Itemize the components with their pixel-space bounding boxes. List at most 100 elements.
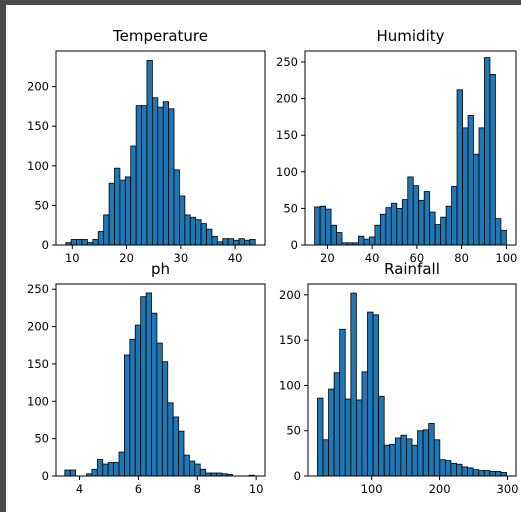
humidity-bar [325,208,332,246]
rainfall-xtick-label: 200 [429,482,451,496]
ph-bar [156,342,163,477]
temperature-bar [189,216,197,246]
ph-ytick-label: 250 [27,282,49,296]
rainfall-bar [461,466,469,477]
humidity-xtick-label: 40 [365,251,380,265]
temperature-bar [233,239,240,246]
ph-bar [189,460,196,477]
ph-axes-frame [55,283,266,477]
rainfall-bar [483,470,491,477]
humidity-bar [396,207,403,246]
rainfall-xtick-label: 100 [361,482,383,496]
temperature-bar [238,238,245,246]
humidity-bar [379,213,387,246]
window-frame-left [0,0,6,512]
window-frame-top [0,0,521,5]
temperature-bar [151,97,159,246]
ph-title: ph [151,260,170,278]
ph-bar [199,468,207,477]
rainfall-bar [489,471,496,477]
rainfall-bar [389,443,396,477]
temperature-ytick-label: 100 [27,159,49,173]
rainfall-bar [422,429,430,477]
rainfall-bar [317,397,324,477]
temperature-bar [195,219,202,246]
humidity-bar [412,185,420,246]
ph-bar [151,312,158,477]
humidity-bar [374,224,381,246]
ph-bar [102,463,109,477]
humidity-ytick-label: 0 [291,238,298,252]
temperature-histogram: 0 50 100 150 200 10 20 30 40 Temperature [27,27,266,265]
temperature-bar [119,179,126,246]
rainfall-bar [355,399,363,477]
ph-bar [194,463,201,477]
temperature-bar [92,239,99,246]
rainfall-bar [328,388,335,477]
ph-xtick-label: 6 [135,482,142,496]
ph-bar [134,324,142,477]
ph-bar [124,354,131,477]
ph-xtick-label: 10 [249,482,264,496]
rainfall-bar [322,439,329,477]
rainfall-bar [383,444,391,477]
temperature-ytick-label: 150 [27,119,49,133]
humidity-bar [495,218,502,246]
temperature-bar [162,101,170,246]
humidity-bar [467,115,474,246]
temperature-ytick-label: 0 [42,238,49,252]
temperature-bar [103,214,110,246]
temperature-bar [130,145,137,246]
temperature-bar [227,238,234,246]
temperature-bar [135,105,142,246]
temperature-bar [70,239,77,246]
humidity-ytick-label: 200 [276,92,298,106]
temperature-xtick-label: 40 [228,251,243,265]
rainfall-bar [339,328,346,477]
rainfall-ytick-label: 0 [294,469,301,483]
humidity-bar [390,202,398,246]
temperature-ytick-label: 200 [27,80,49,94]
ph-bar [69,469,77,477]
ph-ytick-label: 150 [27,357,49,371]
humidity-bar [445,205,452,246]
humidity-bar [462,127,469,246]
rainfall-bar [350,292,357,477]
temperature-bar [97,231,105,246]
rainfall-bar [433,439,441,477]
temperature-bar [249,239,256,246]
ph-bar [145,292,152,477]
rainfall-bar [406,438,413,477]
temperature-bar [168,108,175,246]
temperature-bar [173,169,180,246]
rainfall-bar [444,460,452,477]
humidity-xtick-label: 60 [410,251,425,265]
temperature-bar [157,106,164,246]
ph-bar [129,338,136,477]
temperature-xtick-label: 10 [65,251,80,265]
rainfall-bar [495,471,502,477]
humidity-ytick-label: 150 [276,128,298,142]
humidity-bar [401,199,409,246]
humidity-axes-frame [304,50,517,246]
ph-ytick-label: 50 [34,432,49,446]
temperature-bar [211,235,218,246]
humidity-ytick-label: 250 [276,55,298,69]
temperature-axes-frame [55,50,266,246]
temperature-bar [243,239,251,246]
humidity-bar [330,224,337,246]
humidity-bar [363,238,370,246]
humidity-bar [451,186,458,246]
ph-bar [172,416,179,477]
humidity-bar [489,74,496,246]
ph-bar [140,296,147,477]
temperature-xtick-label: 30 [174,251,189,265]
humidity-histogram: 0 50 100 150 200 250 20 40 60 80 100 Humidity [276,27,517,265]
humidity-bar [440,216,447,246]
rainfall-bar [361,371,368,477]
humidity-bar [385,207,392,246]
humidity-bar [369,236,376,246]
ph-ytick-label: 100 [27,394,49,408]
